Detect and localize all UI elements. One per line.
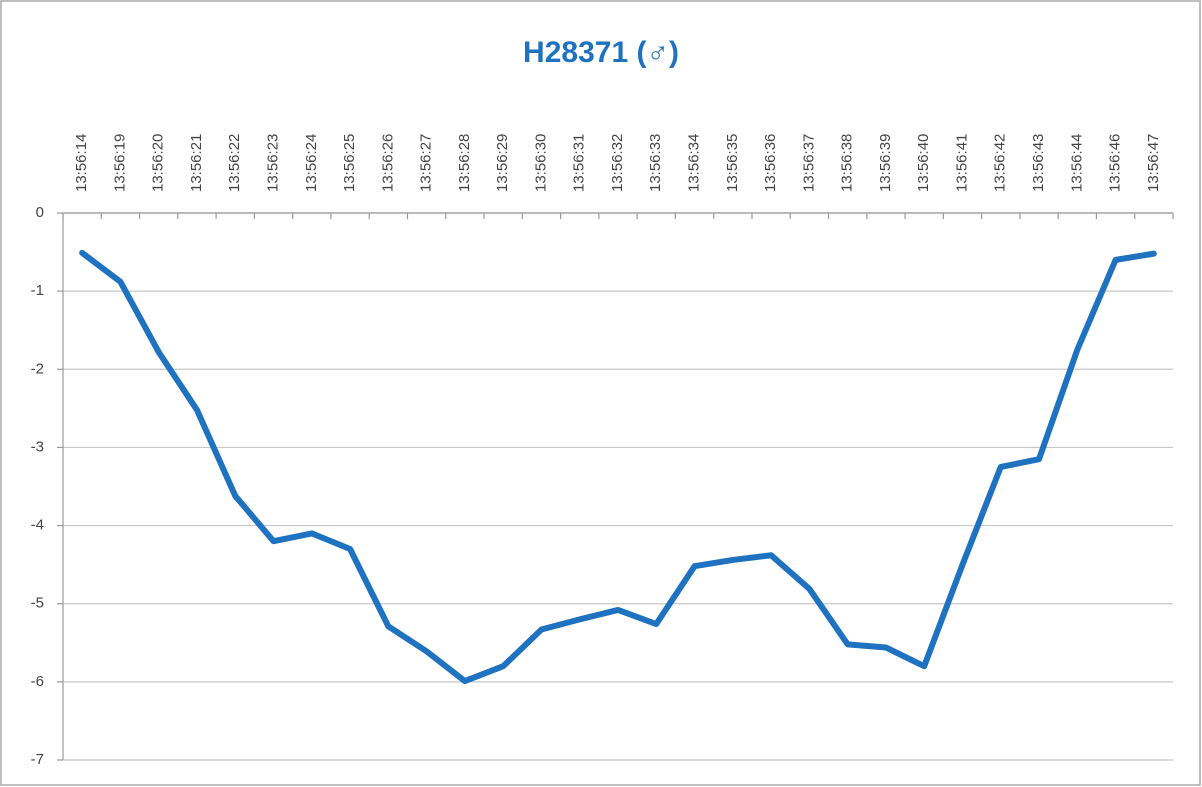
x-tick-label: 13:56:42: [992, 134, 1009, 192]
y-tick-label: -4: [31, 517, 44, 534]
x-tick-label: 13:56:43: [1030, 134, 1047, 192]
y-tick-label: -1: [31, 282, 44, 299]
y-tick-label: -6: [31, 673, 44, 690]
x-tick-label: 13:56:31: [571, 134, 588, 192]
x-tick-label: 13:56:19: [111, 134, 128, 192]
x-tick-label: 13:56:20: [150, 134, 167, 192]
x-tick-label: 13:56:25: [341, 134, 358, 192]
x-tick-label: 13:56:39: [877, 134, 894, 192]
y-tick-label: -2: [31, 360, 44, 377]
x-tick-label: 13:56:28: [456, 134, 473, 192]
data-line: [79, 249, 1157, 685]
x-tick-label: 13:56:26: [379, 134, 396, 192]
x-tick-label: 13:56:41: [953, 134, 970, 192]
x-tick-label: 13:56:35: [724, 134, 741, 192]
x-tick-label: 13:56:37: [800, 134, 817, 192]
x-tick-label: 13:56:22: [226, 134, 243, 192]
x-tick-label: 13:56:24: [303, 134, 320, 192]
chart-title: H28371 (♂): [523, 36, 679, 69]
y-tick-label: 0: [36, 204, 44, 221]
x-tick-label: 13:56:29: [494, 134, 511, 192]
x-tick-label: 13:56:27: [418, 134, 435, 192]
x-tick-label: 13:56:40: [915, 134, 932, 192]
x-tick-label: 13:56:46: [1107, 134, 1124, 192]
x-tick-label: 13:56:36: [762, 134, 779, 192]
x-tick-label: 13:56:14: [73, 134, 90, 192]
x-tick-label: 13:56:23: [264, 134, 281, 192]
x-tick-label: 13:56:38: [839, 134, 856, 192]
y-tick-label: -3: [31, 438, 44, 455]
x-tick-label: 13:56:44: [1068, 134, 1085, 192]
x-tick-label: 13:56:34: [686, 134, 703, 192]
x-tick-label: 13:56:33: [647, 134, 664, 192]
x-tick-label: 13:56:32: [609, 134, 626, 192]
x-tick-label: 13:56:47: [1145, 134, 1162, 192]
x-tick-label: 13:56:21: [188, 134, 205, 192]
y-tick-label: -7: [31, 751, 44, 768]
y-tick-label: -5: [31, 595, 44, 612]
x-tick-label: 13:56:30: [532, 134, 549, 192]
